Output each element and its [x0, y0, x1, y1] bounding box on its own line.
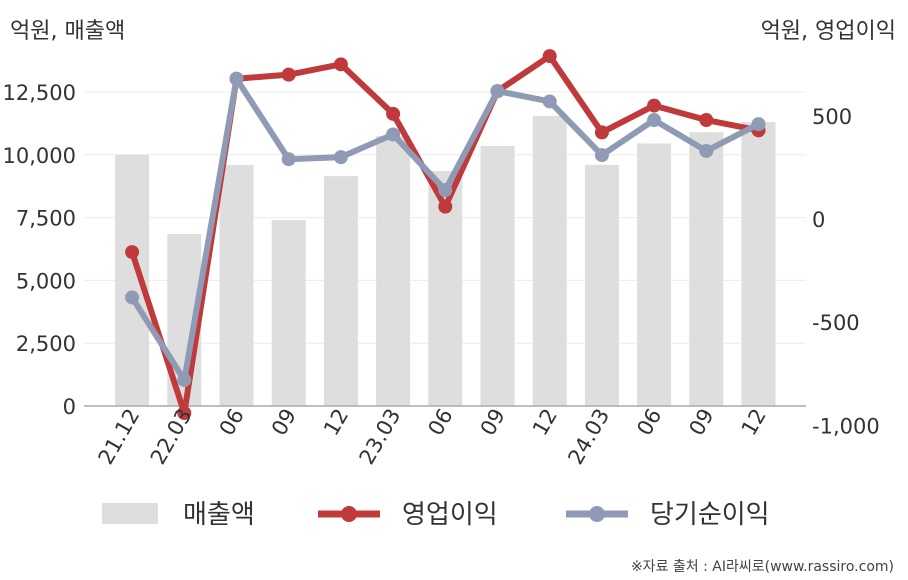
point-series-2 [594, 148, 609, 163]
right-tick-label: 0 [812, 208, 825, 232]
bar [532, 115, 567, 406]
x-tick-label: 12 [528, 405, 562, 440]
x-tick-label: 06 [423, 405, 457, 440]
source-note: ※자료 출처 : AI라씨로(www.rassiro.com) [631, 559, 894, 575]
left-tick-label: 12,500 [3, 81, 76, 105]
point-series-1 [177, 405, 192, 420]
point-series-2 [125, 290, 140, 305]
right-tick-label: 500 [812, 105, 852, 129]
right-tick-label: -500 [812, 311, 860, 335]
x-tick-label: 23.03 [355, 405, 406, 469]
bar [323, 176, 358, 406]
point-series-2 [490, 84, 505, 99]
right-axis-unit: 억원, 영업이익 [761, 19, 896, 44]
legend-label-operating-profit: 영업이익 [402, 500, 498, 530]
x-tick-label: 24.03 [563, 405, 614, 469]
x-tick-label: 09 [476, 405, 510, 440]
x-axis: 21.12 22.03 06 09 12 23.03 06 09 12 24.03 06 09 12 [94, 405, 771, 469]
point-series-1 [438, 199, 453, 214]
left-axis: 0 2,500 5,000 7,500 10,000 12,500 [3, 81, 76, 419]
point-series-1 [281, 67, 296, 82]
point-series-2 [699, 143, 714, 158]
point-series-2 [281, 152, 296, 167]
x-tick-label: 21.12 [94, 405, 145, 469]
x-tick-label: 12 [319, 405, 353, 440]
left-tick-label: 2,500 [16, 332, 76, 356]
line-series [125, 49, 766, 420]
point-series-2 [647, 113, 662, 128]
right-tick-label: -1,000 [812, 414, 880, 438]
point-series-1 [542, 49, 557, 64]
bar-series [115, 115, 776, 407]
point-series-2 [438, 183, 453, 198]
legend-marker-operating-profit [341, 506, 357, 522]
x-tick-label: 09 [684, 405, 718, 440]
bar [480, 146, 515, 406]
point-series-1 [333, 57, 348, 72]
x-tick-label: 06 [632, 405, 666, 440]
point-series-2 [333, 150, 348, 165]
point-series-1 [125, 245, 140, 260]
bar [219, 164, 254, 406]
bar [637, 143, 672, 406]
left-tick-label: 0 [63, 395, 76, 419]
point-series-1 [386, 106, 401, 121]
point-series-1 [699, 113, 714, 128]
legend: 매출액 영업이익 당기순이익 [102, 500, 770, 530]
bar [376, 135, 411, 406]
bar [741, 122, 776, 407]
bar [584, 164, 619, 406]
x-tick-label: 09 [267, 405, 301, 440]
legend-swatch-revenue [102, 503, 158, 524]
bar [271, 220, 306, 406]
left-tick-label: 10,000 [3, 144, 76, 168]
point-series-2 [386, 127, 401, 142]
x-tick-label: 06 [215, 405, 249, 440]
legend-label-net-income: 당기순이익 [650, 500, 770, 530]
point-series-2 [229, 71, 244, 86]
x-tick-label: 22.03 [146, 405, 197, 469]
point-series-1 [647, 98, 662, 113]
left-tick-label: 5,000 [16, 269, 76, 293]
legend-label-revenue: 매출액 [183, 500, 255, 530]
x-tick-label: 12 [737, 405, 771, 440]
legend-marker-net-income [589, 506, 605, 522]
right-axis: -1,000 -500 0 500 [812, 105, 880, 438]
point-series-2 [751, 117, 766, 132]
left-tick-label: 7,500 [16, 207, 76, 231]
point-series-2 [177, 372, 192, 387]
bar [689, 132, 724, 406]
point-series-2 [542, 94, 557, 109]
point-series-1 [594, 125, 609, 140]
left-axis-unit: 억원, 매출액 [10, 19, 125, 44]
